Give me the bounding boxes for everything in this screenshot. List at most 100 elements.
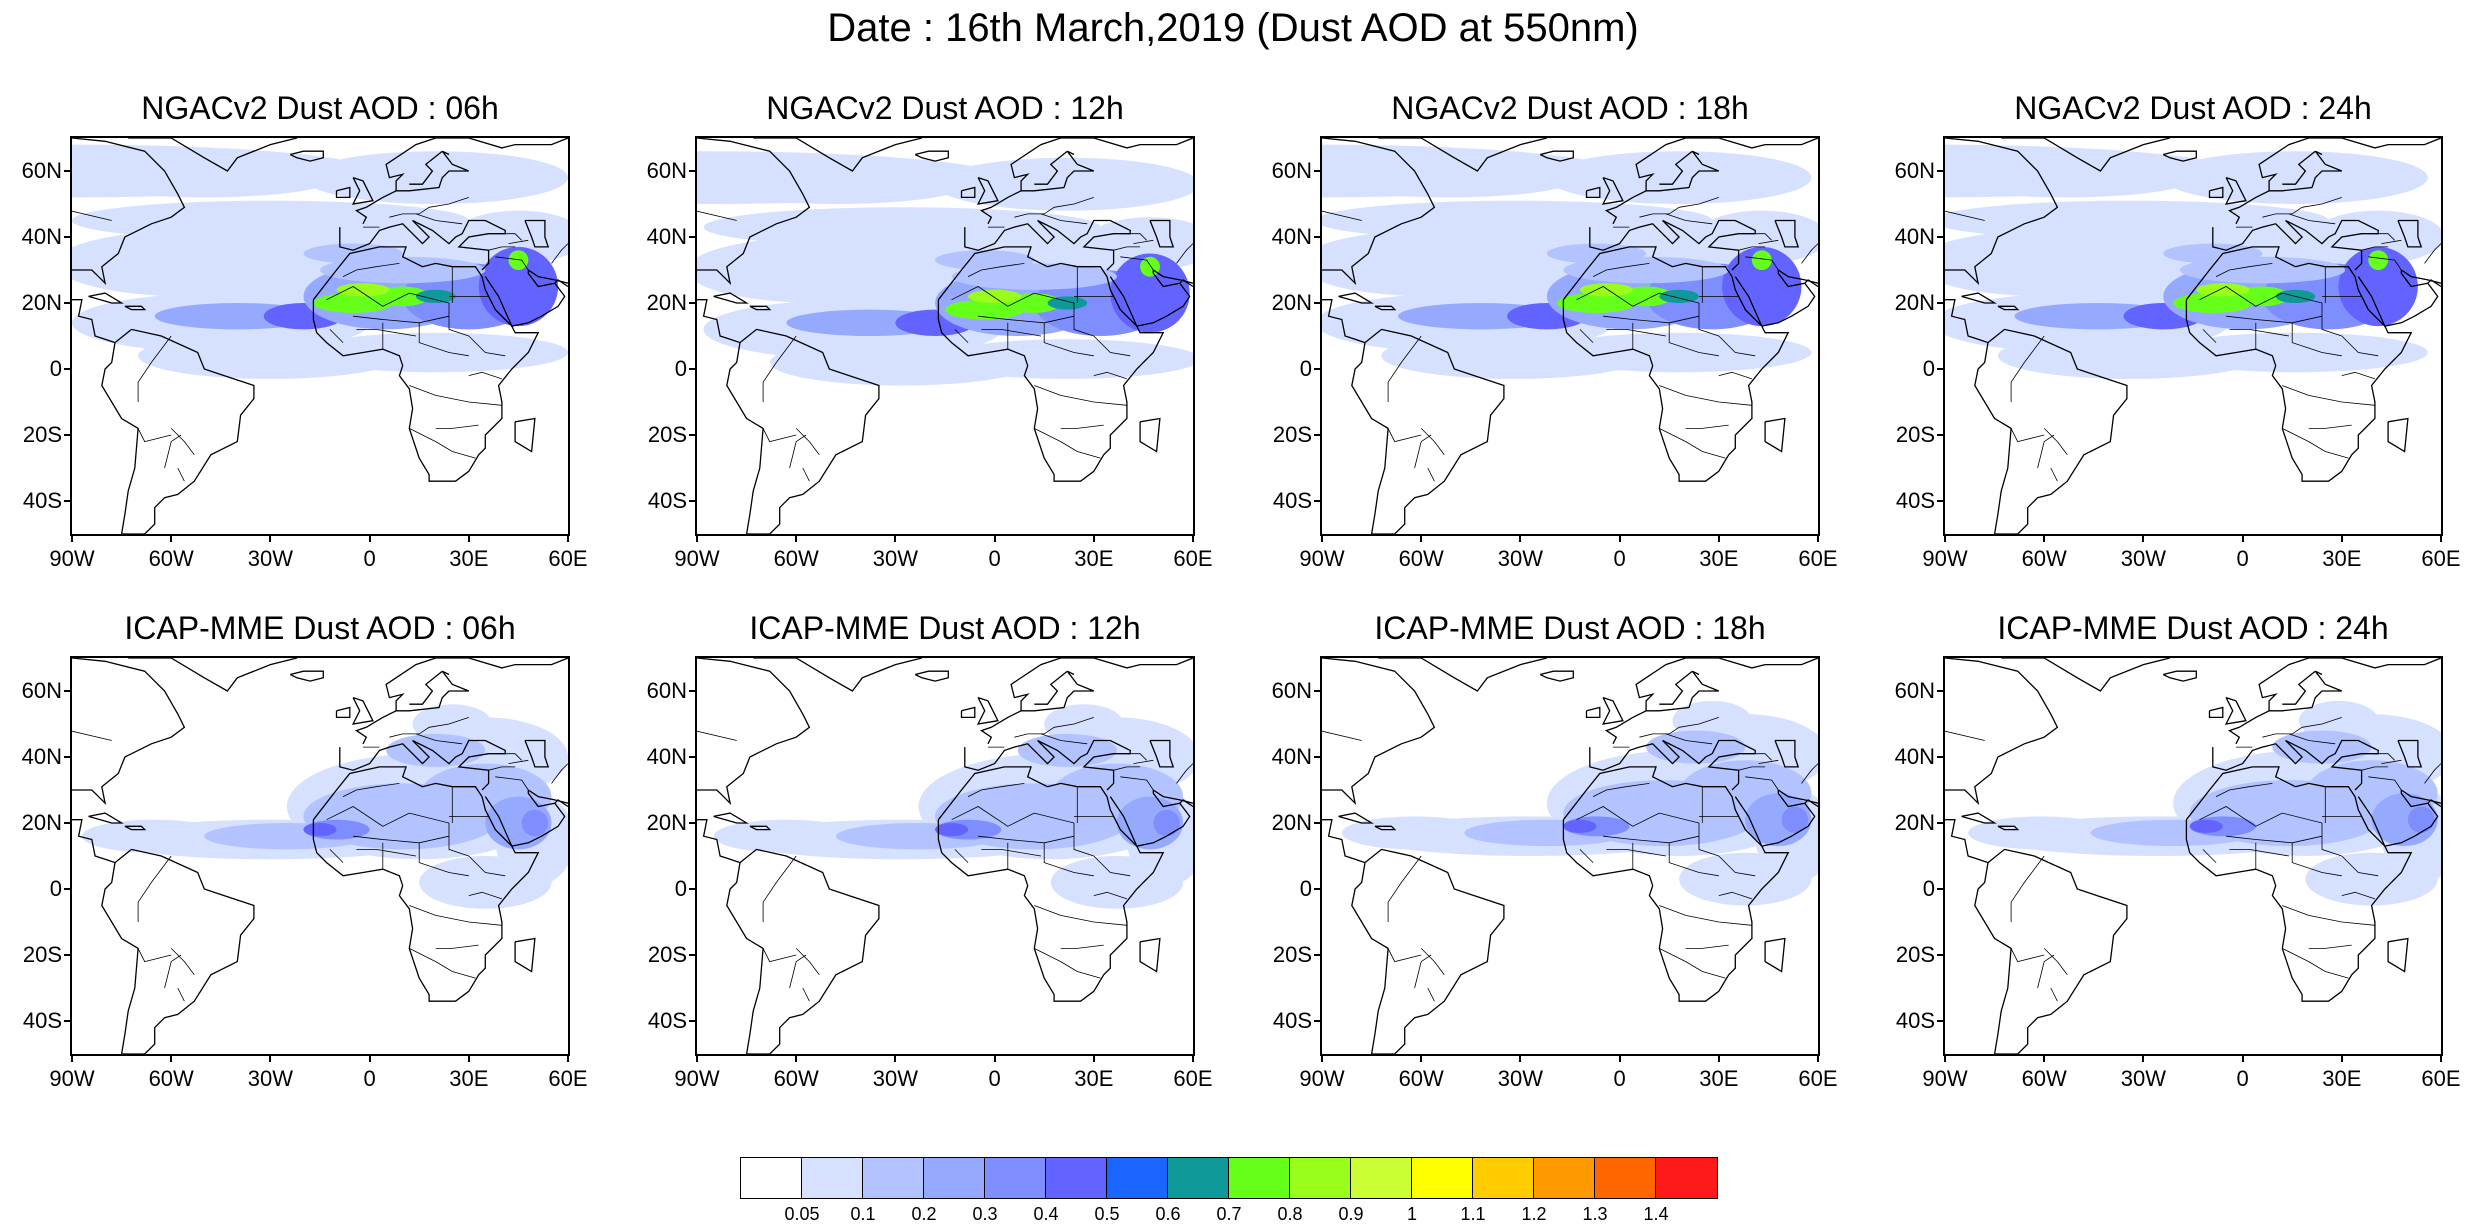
colorbar-label: 0.2 — [911, 1204, 937, 1224]
lat-tick-label: 60N — [21, 158, 62, 183]
dust-aod-region — [2312, 210, 2441, 264]
coastline — [351, 696, 374, 725]
country-border — [1387, 948, 1422, 963]
lat-tick — [64, 690, 70, 692]
dust-aod-region — [1646, 730, 1746, 764]
coastline — [2357, 270, 2439, 327]
lon-tick-label: 60E — [1173, 546, 1213, 571]
country-border — [326, 286, 410, 307]
map-panel: NGACv2 Dust AOD : 06h 60N 40N 20N 0 20S 40S 90W… — [0, 90, 588, 610]
coastline — [1351, 328, 1505, 534]
coastline — [1109, 790, 1191, 847]
lat-tick — [1314, 690, 1320, 692]
lon-tick-label: 90W — [49, 1066, 95, 1091]
coastline — [2162, 670, 2197, 682]
country-border — [1751, 233, 1772, 241]
country-border — [415, 733, 463, 745]
lat-tick-label: 40N — [1271, 744, 1312, 769]
lon-tick-label: 30E — [2322, 546, 2362, 571]
country-border — [1014, 197, 1094, 218]
dust-aod-region — [412, 704, 492, 744]
country-border — [353, 315, 450, 324]
country-border — [1603, 315, 1700, 324]
coastline — [753, 138, 923, 172]
country-border — [1060, 424, 1104, 429]
coastline — [312, 246, 540, 482]
coastline — [524, 219, 550, 248]
lat-tick — [689, 434, 695, 436]
country-border — [137, 335, 172, 402]
colorbar-swatch — [1351, 1158, 1412, 1198]
map-frame — [1320, 136, 1820, 536]
coastline — [1322, 819, 1366, 864]
dust-aod-region — [2189, 819, 2223, 833]
lon-tick — [269, 1056, 272, 1062]
lon-tick-label: 60W — [148, 546, 194, 571]
coastline — [2269, 670, 2343, 712]
lon-tick-label: 30W — [2120, 1066, 2167, 1091]
country-border — [409, 428, 476, 459]
lat-tick-label: 60N — [1894, 158, 1935, 183]
lon-tick — [2440, 536, 2442, 542]
country-border — [1801, 763, 1818, 784]
country-border — [1387, 855, 1422, 922]
lat-tick-label: 40S — [1272, 1008, 1312, 1033]
colorbar-swatch — [802, 1158, 863, 1198]
country-border — [1801, 243, 1818, 264]
lon-tick — [1321, 1056, 1323, 1062]
coastline — [2162, 150, 2197, 162]
lon-tick-label: 0 — [363, 546, 376, 571]
country-border — [409, 905, 502, 926]
colorbar-swatch — [1412, 1158, 1473, 1198]
colorbar-swatch — [1534, 1158, 1595, 1198]
country-border — [2368, 256, 2402, 271]
lat-tick — [1937, 690, 1943, 692]
dust-aod-region — [1047, 296, 1088, 310]
panel-title: NGACv2 Dust AOD : 12h — [766, 90, 1124, 126]
coastline — [1961, 812, 1997, 824]
country-border — [1034, 292, 1094, 337]
lon-tick-label: 0 — [988, 1066, 1001, 1091]
country-border — [1043, 842, 1094, 877]
country-border — [2308, 944, 2352, 949]
dust-aod-region — [415, 289, 456, 303]
country-border — [1034, 812, 1094, 857]
coastline — [2224, 176, 2247, 205]
lon-tick-label: 60E — [2421, 546, 2461, 571]
country-border — [1093, 335, 1131, 357]
lon-tick — [2440, 1056, 2442, 1062]
country-border — [435, 944, 479, 949]
country-border — [1603, 835, 1700, 844]
country-border — [1427, 467, 1435, 482]
country-border — [1176, 763, 1193, 784]
coastline — [1351, 848, 1505, 1054]
coastline — [1149, 219, 1175, 248]
lon-tick-label: 30W — [247, 1066, 294, 1091]
lon-tick — [2142, 1056, 2145, 1062]
lat-tick — [689, 690, 695, 692]
lon-tick — [1420, 1056, 1423, 1062]
country-border — [802, 987, 810, 1002]
country-border — [137, 948, 172, 963]
lon-tick-label: 90W — [49, 546, 95, 571]
lat-tick-label: 40S — [1895, 1008, 1935, 1033]
dust-aod-region — [1722, 246, 1802, 327]
coastline — [960, 186, 976, 199]
lon-tick-label: 90W — [674, 546, 720, 571]
country-border — [2010, 855, 2045, 922]
lat-tick-label: 20N — [1894, 290, 1935, 315]
lat-tick-label: 60N — [646, 158, 687, 183]
dust-map — [1322, 138, 1818, 534]
dust-aod-region — [935, 157, 1193, 211]
lat-tick — [64, 888, 70, 890]
country-border — [2341, 891, 2376, 900]
country-border — [137, 855, 172, 922]
coastline — [524, 739, 550, 768]
lat-tick-label: 20S — [1272, 942, 1312, 967]
country-border — [2291, 322, 2342, 357]
country-border — [1120, 256, 1154, 271]
coastline — [124, 305, 147, 311]
coastline — [128, 658, 298, 692]
dust-aod-region — [2368, 250, 2389, 270]
country-border — [1738, 246, 1766, 251]
